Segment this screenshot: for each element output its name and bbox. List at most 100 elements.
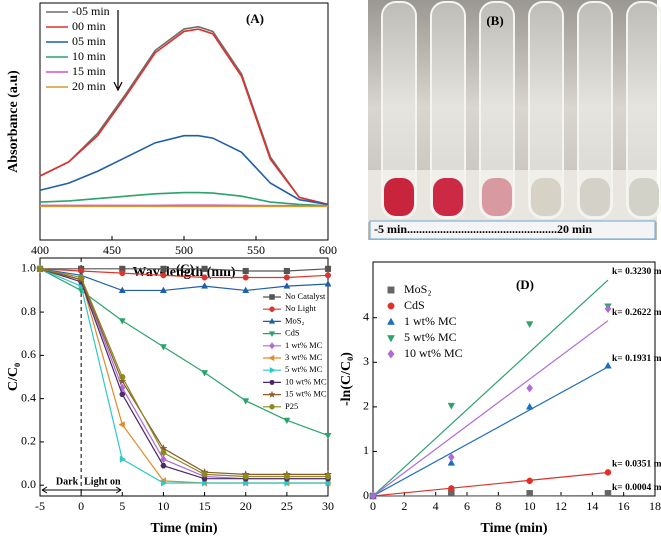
fit-line (372, 366, 609, 497)
marker (243, 479, 250, 487)
y-tick-label: 1 (363, 443, 369, 457)
series-line (39, 191, 329, 207)
marker (324, 265, 332, 272)
tube-liquid (384, 178, 414, 216)
legend-label: MoS₂ (285, 315, 305, 325)
y-axis-title: C/C₀ (6, 363, 21, 391)
marker (448, 485, 455, 492)
marker (447, 458, 456, 466)
y-tick-label: 0 (363, 488, 369, 502)
caption-box (369, 220, 656, 240)
legend-label: 10 min (72, 49, 106, 63)
y-tick-label: 1.0 (21, 261, 36, 275)
marker (201, 282, 209, 289)
series-line (39, 268, 329, 292)
x-tick-label: 0 (78, 499, 84, 513)
x-tick-label: 550 (247, 243, 265, 257)
marker (201, 471, 208, 478)
marker (604, 469, 612, 476)
y-axis-title: Absorbance (a.u) (6, 70, 21, 173)
legend-marker (269, 306, 275, 312)
fit-line (372, 320, 609, 497)
annotation: Dark (56, 476, 79, 487)
legend-label: 5 wt% MC (404, 330, 457, 344)
legend-label: 3 wt% MC (285, 352, 323, 362)
marker (526, 490, 533, 497)
y-tick-label: 0.8 (21, 304, 36, 318)
y-tick-label: 0.2 (21, 434, 36, 448)
legend-label: CdS (285, 328, 300, 338)
marker (369, 491, 377, 501)
marker (202, 479, 209, 487)
marker (447, 402, 456, 410)
marker (448, 452, 455, 462)
legend-marker (269, 404, 275, 410)
x-tick-label: 6 (464, 499, 470, 513)
marker (78, 274, 85, 281)
series-line (39, 268, 328, 478)
marker (160, 449, 167, 456)
series-line (39, 268, 328, 480)
legend-marker (268, 317, 276, 324)
marker (283, 267, 290, 275)
annotation-arrow (41, 486, 122, 494)
marker (325, 479, 332, 487)
x-tick-label: 2 (401, 499, 407, 513)
series-line (39, 268, 329, 279)
series-line (40, 268, 329, 272)
marker (604, 490, 612, 497)
legend-label: 5 wt% MC (285, 364, 323, 374)
y-tick-label: 0.4 (21, 390, 36, 404)
fit-label: k= 0.0351 min⁻¹ (612, 460, 661, 470)
legend-marker (387, 335, 395, 343)
x-tick-label: 14 (586, 499, 598, 513)
legend-marker (268, 354, 275, 362)
y-tick-label: 0.0 (21, 477, 36, 491)
x-axis-title: Time (min) (480, 521, 547, 536)
legend-label: 20 min (72, 79, 106, 93)
test-tube (381, 1, 417, 219)
marker (242, 398, 250, 405)
marker (283, 473, 290, 480)
x-tick-label: 30 (322, 499, 334, 513)
test-tube (430, 1, 466, 219)
legend-marker (387, 302, 395, 310)
legend-marker (269, 379, 275, 385)
marker (283, 274, 290, 281)
annotation: Light on (84, 476, 121, 487)
x-tick-label: 400 (31, 243, 49, 257)
marker (118, 286, 126, 293)
y-tick-label: 0.6 (21, 347, 36, 361)
photo-caption: -5 min..................................… (374, 222, 592, 236)
marker (324, 280, 332, 287)
marker (324, 473, 332, 480)
legend-marker (387, 317, 395, 325)
marker (526, 383, 533, 393)
marker (160, 479, 168, 487)
x-tick-label: 5 (119, 499, 125, 513)
fit-label: k= 0.0004 min⁻¹ (612, 483, 661, 493)
marker (242, 286, 250, 293)
x-tick-label: 18 (649, 499, 661, 513)
legend-marker (269, 367, 276, 374)
legend-label: CdS (404, 298, 425, 312)
x-tick-label: 0 (370, 499, 376, 513)
marker (160, 272, 167, 279)
trend-arrow (113, 10, 123, 92)
marker (324, 432, 332, 440)
series-line (39, 25, 329, 206)
legend-label: 10 wt% MC (404, 346, 463, 360)
fit-label: k= 0.3230 min⁻¹ (612, 267, 661, 277)
legend-label: No Catalyst (285, 291, 326, 301)
series-line (39, 134, 329, 206)
x-tick-label: -5 (35, 499, 45, 513)
legend-marker (269, 342, 275, 350)
x-tick-label: 15 (199, 499, 211, 513)
y-tick-label: 3 (363, 354, 369, 368)
marker (201, 265, 208, 272)
y-tick-label: 4 (363, 309, 369, 323)
x-tick-label: 25 (281, 499, 293, 513)
test-tube (626, 1, 661, 219)
marker (324, 272, 332, 279)
marker (525, 402, 534, 410)
